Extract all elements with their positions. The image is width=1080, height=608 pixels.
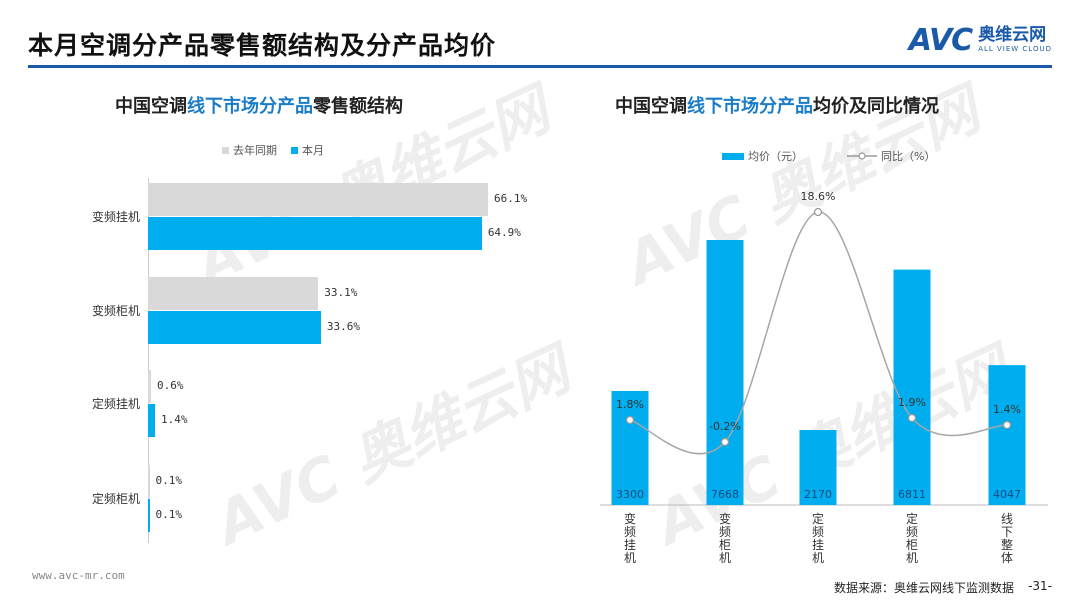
yoy-label: 1.8%: [616, 398, 644, 411]
category-label: 定: [812, 511, 824, 526]
category-label: 机: [624, 551, 636, 565]
brand-logo: AVC 奥维云网 ALL VIEW CLOUD: [909, 22, 1052, 58]
yoy-label: -0.2%: [709, 420, 741, 433]
bar-last-year: [148, 465, 150, 498]
yoy-point: [907, 413, 917, 423]
category-label: 柜: [719, 538, 731, 552]
category-label: 频: [719, 525, 731, 539]
footer-source: 数据来源：奥维云网线下监测数据 -31-: [834, 579, 1052, 596]
price-bar: [988, 365, 1026, 505]
category-label: 频: [906, 525, 918, 539]
yoy-label: 18.6%: [801, 190, 836, 203]
footer-url: www.avc-mr.com: [32, 569, 125, 582]
category-label: 体: [1001, 551, 1013, 565]
bar-last-year: [148, 183, 488, 216]
yoy-line: [629, 211, 1008, 455]
bar-value-label: 64.9%: [487, 225, 521, 239]
category-label: 机: [906, 551, 918, 565]
bar-value-label: 33.1%: [324, 285, 358, 299]
watermark: AVC 奥维云网: [645, 335, 1020, 558]
legend-bar-icon: [722, 152, 744, 160]
yoy-point: [720, 437, 730, 447]
logo-cn-text: 奥维云网: [978, 25, 1047, 45]
left-chart-title: 中国空调线下市场分产品零售额结构: [115, 96, 403, 117]
category-label: 变频柜机: [91, 304, 140, 318]
price-bar-label: 6811: [898, 488, 926, 501]
category-label: 变频挂机: [91, 210, 140, 224]
page-number: -31-: [1028, 579, 1052, 593]
price-bar: [706, 240, 744, 505]
category-label: 柜: [906, 538, 918, 552]
category-label: 机: [719, 551, 731, 565]
yoy-label: 1.9%: [898, 396, 926, 409]
legend-swatch-icon: [222, 146, 229, 154]
y-axis-line: [148, 178, 149, 543]
category-label: 挂: [812, 538, 824, 552]
logo-avc-text: AVC: [908, 22, 973, 58]
category-label: 频: [624, 525, 636, 539]
category-label: 定频挂机: [91, 397, 140, 411]
bar-value-label: 33.6%: [326, 319, 360, 333]
legend-item-this-month: 本月: [291, 142, 324, 158]
price-bar-label: 2170: [804, 488, 832, 501]
price-bar: [893, 269, 931, 505]
category-label: 机: [812, 551, 824, 565]
category-label: 定频柜机: [91, 492, 140, 506]
category-label: 挂: [624, 538, 636, 552]
yoy-point: [813, 207, 823, 217]
legend-item-avg-price: 均价（元）: [722, 148, 803, 164]
legend-item-yoy: 同比（%）: [847, 148, 935, 164]
price-bar-label: 3300: [616, 488, 644, 501]
bar-last-year: [148, 277, 319, 310]
legend-item-last-year: 去年同期: [222, 142, 277, 158]
price-bar-label: 7668: [711, 488, 739, 501]
price-bar: [611, 390, 649, 505]
watermark: AVC 奥维云网: [205, 335, 580, 558]
category-label: 线: [1001, 512, 1013, 526]
bar-this-month: [148, 311, 321, 344]
legend-swatch-icon: [291, 146, 298, 154]
bar-this-month: [148, 404, 155, 437]
bar-this-month: [148, 499, 150, 532]
legend-line-icon: [847, 152, 877, 160]
category-label: 变: [624, 511, 636, 526]
category-label: 变: [719, 511, 731, 526]
category-label: 频: [812, 525, 824, 539]
source-text: 数据来源：奥维云网线下监测数据: [834, 581, 1015, 595]
category-label: 整: [1001, 537, 1013, 552]
yoy-label: 1.4%: [993, 403, 1021, 416]
bar-value-label: 66.1%: [494, 191, 528, 205]
yoy-point: [625, 415, 635, 425]
logo-en-text: ALL VIEW CLOUD: [978, 45, 1052, 53]
price-bar-label: 4047: [993, 488, 1021, 501]
yoy-point: [1002, 420, 1012, 430]
price-bar: [799, 430, 837, 505]
bar-last-year: [148, 370, 151, 403]
category-label: 定: [906, 511, 918, 526]
right-chart-legend: 均价（元） 同比（%）: [722, 148, 949, 164]
page-title: 本月空调分产品零售额结构及分产品均价: [28, 31, 497, 60]
right-chart-title: 中国空调线下市场分产品均价及同比情况: [615, 96, 939, 117]
left-chart-legend: 去年同期 本月: [222, 142, 338, 158]
bar-value-label: 1.4%: [161, 412, 188, 426]
bar-value-label: 0.6%: [157, 378, 184, 392]
bar-this-month: [148, 217, 482, 250]
category-label: 下: [1001, 525, 1013, 539]
header-divider: [28, 65, 1052, 68]
bar-value-label: 0.1%: [155, 507, 183, 521]
bar-value-label: 0.1%: [155, 473, 183, 487]
